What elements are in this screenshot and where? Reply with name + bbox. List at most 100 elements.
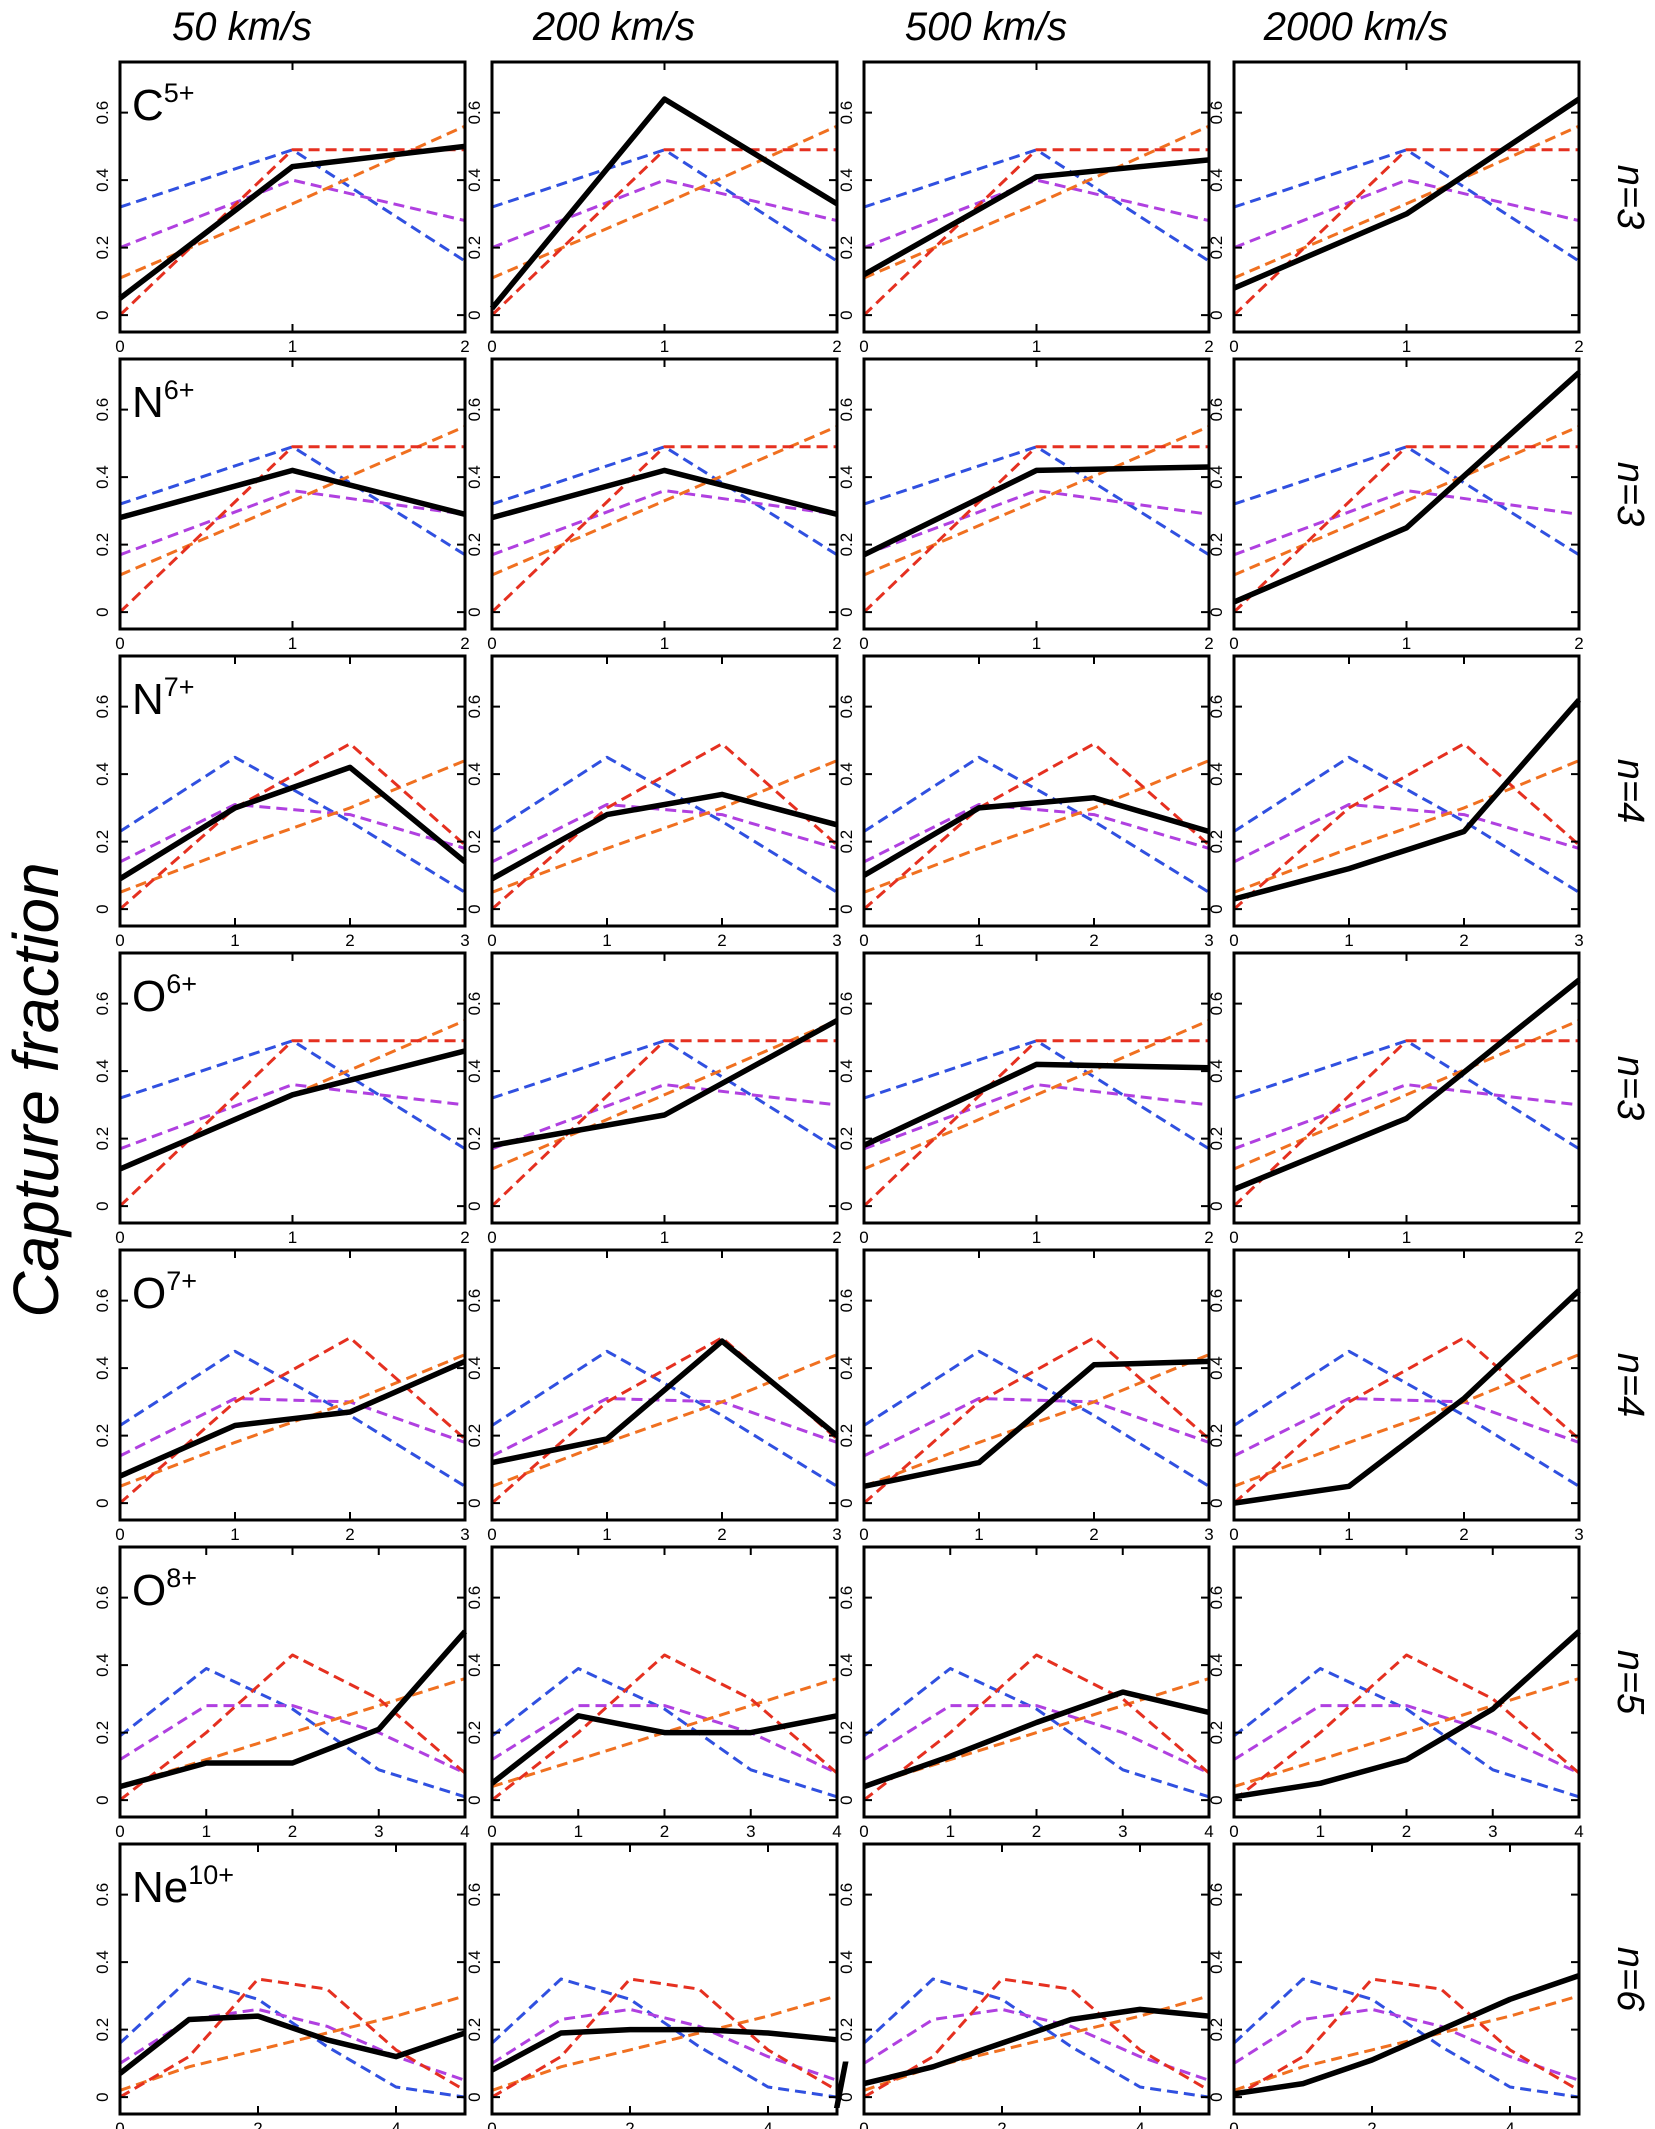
y-tick-label: 0.6 <box>465 992 484 1016</box>
x-tick-label: 0 <box>1229 931 1238 950</box>
y-tick-label: 0 <box>1207 1498 1226 1507</box>
dashed-line-red <box>490 445 837 614</box>
panel-frame <box>862 1545 1211 1819</box>
x-tick-label: 1 <box>574 1822 583 1841</box>
panel-2-0: 0 0.2 0.4 0.6 0 1 2 3 N7+ <box>93 654 470 950</box>
dashed-line-blue <box>491 1039 838 1151</box>
dashed-line-purple <box>119 1083 466 1151</box>
y-tick-label: 0.2 <box>837 1721 856 1745</box>
dashed-line-red <box>863 1336 1210 1505</box>
ion-charge: 5+ <box>164 78 195 108</box>
x-tick-label: 2 <box>1089 1525 1098 1544</box>
black-line <box>491 1338 839 1466</box>
panel-4-1: 0 0.2 0.4 0.6 0 1 2 3 <box>465 1248 842 1544</box>
dashed-line-purple <box>119 803 466 864</box>
panel-6-0: 0 0.2 0.4 0.6 0 2 4 Ne10+ <box>93 1842 467 2129</box>
y-tick-label: 0.2 <box>93 1721 112 1745</box>
y-tick-label: 0 <box>465 2092 484 2101</box>
ion-charge: 6+ <box>164 375 195 405</box>
panel-frame <box>1232 1545 1581 1819</box>
dashed-line-purple <box>119 489 466 557</box>
x-tick-label: 0 <box>859 1822 868 1841</box>
x-tick-label: 4 <box>460 1822 469 1841</box>
y-tick-label: 0.6 <box>837 101 856 125</box>
panel-row-5: 00.20.40.60 1 2 3 4O8+00.20.40.60 1 2 3 400.20.4… <box>93 1545 1651 1841</box>
x-tick-label: 0 <box>1229 2119 1238 2129</box>
x-tick-label: 3 <box>374 1822 383 1841</box>
x-tick-label: 0 <box>859 2119 868 2129</box>
panel-6-1: 0 0.2 0.4 0.6 0 2 4 <box>465 1842 839 2129</box>
x-tick-label: 1 <box>230 1525 239 1544</box>
row-n-label: n=4 <box>1609 1353 1651 1417</box>
dashed-line-orange <box>1233 1353 1580 1488</box>
x-tick-label: 1 <box>660 1228 669 1247</box>
panel-5-3: 0 0.2 0.4 0.6 0 1 2 3 4 <box>1207 1545 1584 1841</box>
x-tick-label: 1 <box>1032 1228 1041 1247</box>
panel-3-3: 0 0.2 0.4 0.6 0 1 2 <box>1207 951 1584 1247</box>
x-tick-label: 2 <box>1204 1228 1213 1247</box>
black-line <box>863 2006 1210 2087</box>
y-tick-label: 0.6 <box>1207 695 1226 719</box>
black-line <box>1233 698 1582 902</box>
dashed-line-purple <box>863 178 1210 249</box>
x-tick-label: 0 <box>487 931 496 950</box>
panel-frame <box>490 1545 839 1819</box>
panel-5-1: 0 0.2 0.4 0.6 0 1 2 3 4 <box>465 1545 842 1841</box>
dashed-line-red <box>1232 445 1579 614</box>
row-n-label: n=3 <box>1609 1056 1651 1120</box>
panel-4-2: 0 0.2 0.4 0.6 0 1 2 3 <box>837 1248 1214 1544</box>
row-n-label: n=3 <box>1609 165 1651 229</box>
y-tick-label: 0.4 <box>837 1653 856 1677</box>
x-tick-label: 4 <box>1505 2119 1514 2129</box>
x-tick-label: 0 <box>859 634 868 653</box>
y-tick-label: 0 <box>837 904 856 913</box>
ion-label: Ne10+ <box>132 1860 234 1912</box>
x-tick-label: 3 <box>1204 1525 1213 1544</box>
dashed-line-purple <box>863 803 1210 864</box>
panel-row-1: 00.20.40.60 1 2N6+00.20.40.60 1 200.20.40.60… <box>93 357 1651 653</box>
dashed-line-orange <box>863 425 1210 577</box>
x-tick-label: 3 <box>460 1525 469 1544</box>
dashed-line-red <box>863 1653 1210 1802</box>
panel-6-2: 0 0.2 0.4 0.6 0 2 4 <box>837 1842 1211 2129</box>
black-line <box>490 791 838 882</box>
x-tick-label: 0 <box>487 634 496 653</box>
y-tick-label: 0.6 <box>1207 398 1226 422</box>
x-tick-label: 1 <box>602 931 611 950</box>
y-tick-label: 0.2 <box>93 1127 112 1151</box>
x-tick-label: 3 <box>746 1822 755 1841</box>
y-tick-label: 0.4 <box>93 1653 112 1677</box>
dashed-line-purple <box>119 2007 466 2082</box>
panel-frame <box>1232 951 1581 1225</box>
x-tick-label: 2 <box>460 337 469 356</box>
ion-charge: 7+ <box>166 1266 197 1296</box>
ion-label: N6+ <box>132 375 195 427</box>
y-tick-label: 0.2 <box>837 533 856 557</box>
x-tick-label: 1 <box>1402 634 1411 653</box>
dashed-line-purple <box>491 1397 838 1458</box>
y-tick-label: 0 <box>1207 1201 1226 1210</box>
x-tick-label: 1 <box>1344 931 1353 950</box>
dashed-line-purple <box>1233 803 1580 864</box>
column-title-200: 200 km/s <box>532 5 695 49</box>
x-tick-label: 0 <box>859 1525 868 1544</box>
panel-frame <box>862 1842 1211 2116</box>
x-tick-label: 0 <box>1229 1228 1238 1247</box>
y-tick-label: 0.4 <box>465 762 484 786</box>
y-tick-label: 0.6 <box>93 101 112 125</box>
y-tick-label: 0.6 <box>93 1289 112 1313</box>
dashed-line-red <box>862 148 1209 317</box>
x-tick-label: 0 <box>115 2119 124 2129</box>
y-tick-label: 0 <box>93 607 112 616</box>
dashed-line-red <box>490 1039 837 1208</box>
dashed-line-blue <box>863 1039 1210 1151</box>
x-tick-label: 0 <box>1229 1822 1238 1841</box>
dashed-line-red <box>118 1039 465 1208</box>
black-line <box>862 1061 1210 1148</box>
x-tick-label: 2 <box>625 2119 634 2129</box>
dashed-line-blue <box>863 1667 1210 1799</box>
x-tick-label: 1 <box>288 337 297 356</box>
y-tick-label: 0.2 <box>1207 1127 1226 1151</box>
x-tick-label: 2 <box>660 1822 669 1841</box>
x-tick-label: 2 <box>345 931 354 950</box>
